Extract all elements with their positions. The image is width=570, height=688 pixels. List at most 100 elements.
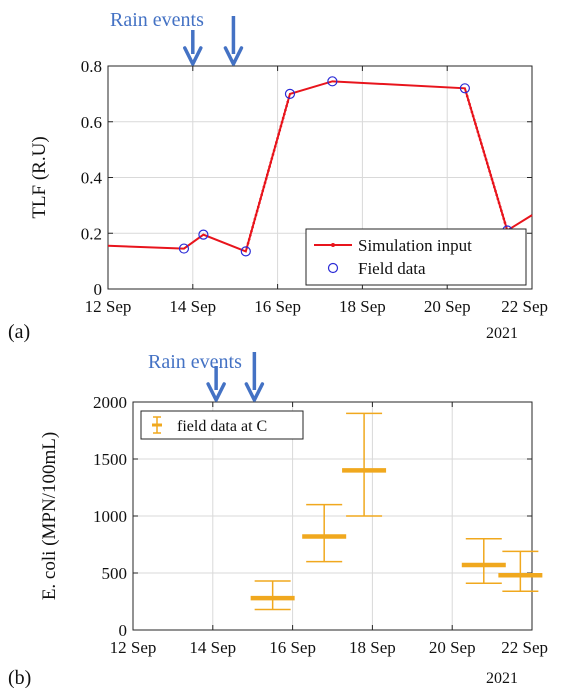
simulation-point bbox=[255, 209, 259, 213]
rain-arrow-head bbox=[244, 382, 265, 402]
simulation-point bbox=[258, 201, 261, 205]
panel-b: 12 Sep 14 Sep 16 Sep 18 Sep 20 Sep 22 Sep 0 500… bbox=[8, 351, 548, 688]
x-tick-label: 12 Sep bbox=[85, 297, 132, 316]
panel-label: (a) bbox=[8, 321, 30, 343]
x-tick-label: 20 Sep bbox=[424, 297, 471, 316]
rain-arrow-head bbox=[206, 382, 226, 402]
simulation-point bbox=[467, 98, 470, 102]
simulation-point bbox=[270, 157, 274, 160]
y-tick-label: 0 bbox=[119, 621, 128, 640]
field-data-point bbox=[240, 246, 251, 257]
field-data-point bbox=[327, 76, 338, 87]
simulation-point bbox=[246, 241, 250, 245]
x-tick-label: 22 Sep bbox=[501, 638, 548, 657]
year-label: 2021 bbox=[486, 670, 518, 687]
y-tick-label: 1000 bbox=[93, 507, 127, 526]
simulation-point bbox=[472, 118, 476, 122]
legend-field-label: Field data bbox=[358, 259, 426, 278]
simulation-line bbox=[107, 80, 533, 253]
rain-arrow-head bbox=[183, 46, 203, 66]
y-tick-label: 0.4 bbox=[81, 169, 103, 188]
simulation-point bbox=[484, 158, 488, 161]
simulation-point bbox=[264, 177, 268, 180]
rain-events-label: Rain events bbox=[148, 351, 242, 373]
x-tick-label: 20 Sep bbox=[429, 638, 476, 657]
y-tick-label: 0 bbox=[94, 280, 103, 299]
simulation-point bbox=[477, 134, 481, 137]
x-tick-label: 22 Sep bbox=[501, 297, 548, 316]
simulation-point bbox=[502, 217, 506, 220]
simulation-point bbox=[493, 185, 496, 189]
x-tick-label: 14 Sep bbox=[169, 297, 216, 316]
x-tick-label: 14 Sep bbox=[189, 638, 236, 657]
y-tick-label: 0.8 bbox=[81, 57, 102, 76]
simulation-point bbox=[469, 106, 473, 110]
y-axis-label: TLF (R.U) bbox=[29, 136, 50, 218]
simulation-point bbox=[252, 221, 256, 225]
simulation-point bbox=[475, 126, 478, 130]
rain-arrow-head bbox=[223, 46, 244, 66]
simulation-point bbox=[271, 153, 275, 156]
simulation-point bbox=[482, 150, 486, 153]
rain-events-label: Rain events bbox=[110, 9, 204, 31]
simulation-point bbox=[266, 173, 269, 176]
simulation-point bbox=[494, 189, 497, 193]
simulation-point bbox=[280, 120, 284, 124]
legend-box bbox=[305, 228, 527, 286]
simulation-point bbox=[267, 169, 270, 172]
panel-label: (b) bbox=[8, 667, 31, 688]
simulation-point bbox=[249, 233, 252, 237]
simulation-point bbox=[256, 205, 260, 209]
simulation-point bbox=[487, 165, 490, 169]
simulation-point bbox=[276, 136, 279, 140]
simulation-point bbox=[279, 124, 283, 128]
simulation-point bbox=[471, 114, 475, 118]
simulation-point bbox=[483, 154, 487, 157]
simulation-point bbox=[262, 185, 266, 189]
simulation-point bbox=[491, 181, 495, 185]
simulation-point bbox=[250, 229, 253, 233]
simulation-point bbox=[263, 181, 267, 185]
simulation-point bbox=[488, 169, 491, 173]
simulation-point bbox=[251, 225, 254, 229]
legend-label: field data at C bbox=[177, 418, 267, 435]
simulation-point bbox=[269, 161, 273, 164]
simulation-point bbox=[468, 102, 471, 106]
legend-sim-marker bbox=[331, 243, 335, 247]
simulation-point bbox=[286, 100, 290, 104]
y-tick-label: 1500 bbox=[93, 450, 127, 469]
simulation-point bbox=[495, 193, 498, 197]
simulation-point bbox=[476, 130, 480, 134]
simulation-point bbox=[490, 177, 494, 181]
y-tick-label: 0.2 bbox=[81, 224, 102, 243]
x-tick-label: 16 Sep bbox=[269, 638, 316, 657]
simulation-point bbox=[465, 94, 469, 98]
simulation-point bbox=[277, 132, 280, 136]
simulation-point bbox=[470, 110, 474, 114]
simulation-point bbox=[253, 217, 257, 221]
simulation-point bbox=[485, 162, 489, 165]
simulation-point bbox=[275, 141, 278, 144]
simulation-point bbox=[283, 112, 286, 116]
legend-box bbox=[140, 410, 304, 440]
simulation-point bbox=[259, 197, 262, 201]
y-tick-label: 2000 bbox=[93, 393, 127, 412]
simulation-point bbox=[497, 201, 501, 205]
field-data-point bbox=[198, 229, 209, 240]
y-tick-label: 500 bbox=[102, 564, 128, 583]
simulation-point bbox=[481, 146, 484, 149]
legend-field-marker bbox=[327, 262, 339, 274]
simulation-point bbox=[260, 193, 263, 197]
field-data-point bbox=[284, 88, 296, 99]
simulation-point bbox=[501, 213, 504, 216]
simulation-point bbox=[268, 165, 271, 168]
x-tick-label: 18 Sep bbox=[349, 638, 396, 657]
simulation-point bbox=[285, 104, 288, 108]
simulation-point bbox=[478, 138, 482, 141]
simulation-point bbox=[284, 108, 287, 112]
year-label: 2021 bbox=[486, 325, 518, 342]
simulation-point bbox=[489, 173, 493, 177]
simulation-point bbox=[503, 221, 507, 224]
simulation-point bbox=[273, 145, 277, 148]
